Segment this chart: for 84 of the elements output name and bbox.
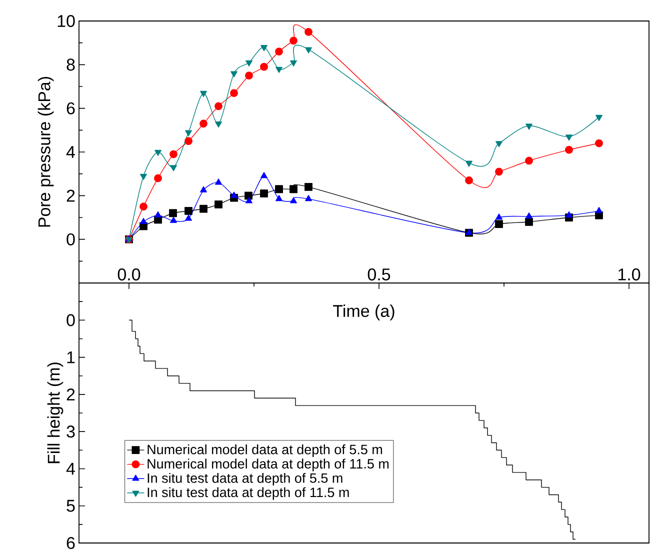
point [526, 124, 532, 130]
point [214, 102, 222, 110]
point [215, 178, 222, 185]
point [140, 174, 147, 180]
y-tick-label: 0 [66, 314, 75, 326]
point [495, 168, 503, 176]
point [260, 62, 268, 71]
point [200, 186, 207, 192]
point [170, 165, 177, 172]
point [304, 28, 312, 36]
point [170, 216, 177, 223]
y-tick-label: 0 [66, 233, 75, 246]
y-axis-title: Pore pressure (kPa) [38, 77, 54, 227]
point [276, 194, 282, 202]
point [305, 194, 312, 202]
x-tick-label: 0.5 [368, 268, 390, 280]
point [290, 36, 298, 45]
point [246, 197, 252, 204]
legend-label: Numerical model data at depth of 5.5 m [148, 444, 382, 457]
point [596, 207, 602, 214]
y-axis-title: Fill height (m) [47, 362, 64, 464]
point [245, 72, 253, 80]
point [526, 212, 532, 219]
y-tick-label: 5 [66, 500, 75, 512]
point [170, 150, 178, 158]
y-tick-label: 1 [67, 351, 75, 364]
point [185, 130, 192, 136]
point [200, 120, 208, 128]
point [290, 60, 297, 66]
point [596, 114, 602, 122]
y-tick-label: 10 [58, 14, 75, 28]
point [305, 47, 312, 54]
point [304, 182, 312, 191]
point [260, 172, 268, 178]
point [154, 211, 162, 218]
point [290, 185, 298, 194]
point [465, 176, 473, 184]
x-tick-label: 0.0 [118, 268, 140, 280]
point [154, 150, 162, 156]
y-tick-label: 3 [66, 426, 75, 438]
point [154, 174, 162, 182]
point [260, 45, 268, 52]
point [185, 214, 192, 221]
point [184, 137, 192, 146]
point [495, 220, 503, 228]
point [214, 200, 222, 208]
point [246, 60, 252, 66]
y-tick-label: 6 [66, 536, 75, 550]
point [496, 141, 502, 148]
point [595, 139, 603, 148]
y-tick-label: 8 [66, 58, 75, 71]
point [230, 89, 238, 98]
point [276, 66, 282, 73]
point [140, 202, 148, 211]
point [140, 218, 147, 224]
point [169, 209, 177, 218]
point [215, 121, 222, 128]
y-tick-label: 4 [66, 462, 75, 475]
point [290, 197, 297, 204]
point [525, 218, 533, 226]
legend-label: In situ test data at depth of 5.5 m [148, 472, 342, 486]
point [466, 160, 472, 167]
point [275, 48, 283, 56]
point [200, 204, 208, 213]
legend-label: In situ test data at depth of 11.5 m [148, 487, 349, 500]
point [525, 156, 533, 165]
y-tick-label: 2 [66, 388, 75, 400]
point [200, 90, 207, 98]
y-tick-label: 4 [66, 146, 75, 158]
y-tick-label: 6 [66, 102, 75, 114]
point [260, 190, 268, 198]
legend-label: Numerical model data at depth of 11.5 m [148, 458, 389, 472]
point [184, 207, 192, 215]
x-tick-label: 1.0 [618, 268, 640, 280]
point [566, 134, 572, 141]
point [565, 146, 573, 154]
point [230, 71, 238, 78]
y-tick-label: 2 [66, 190, 75, 202]
point [244, 192, 252, 200]
point [230, 192, 238, 198]
point [566, 211, 572, 218]
x-axis-title: Time (a) [333, 304, 394, 320]
point [496, 214, 502, 220]
point [275, 185, 283, 194]
